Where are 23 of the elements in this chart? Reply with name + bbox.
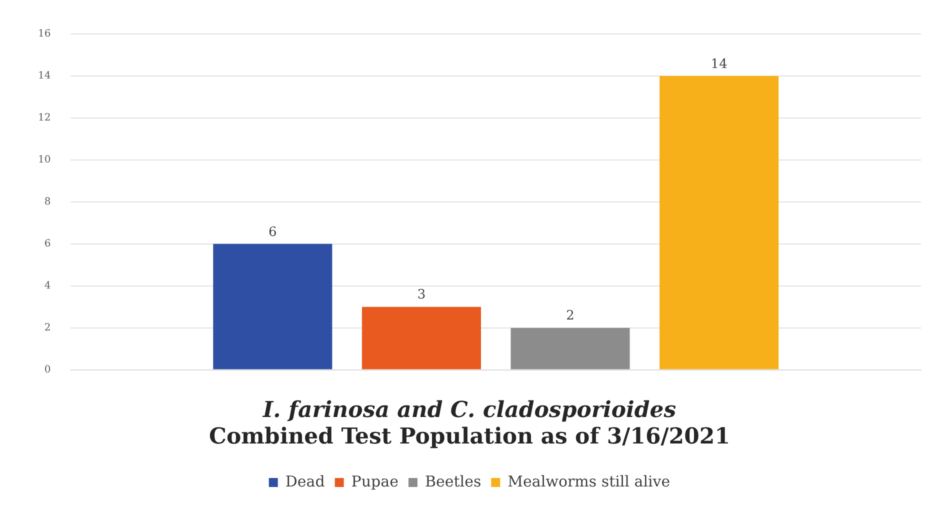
y-tick-label: 10 [38,154,51,166]
y-tick-label: 12 [38,112,51,124]
y-tick-label: 14 [38,70,51,82]
y-tick-label: 8 [44,196,51,208]
legend-label: Pupae [351,472,399,490]
y-tick-label: 16 [38,28,51,40]
text: Combined Test Population as of 3/16/2021 [208,424,730,450]
data-label: 3 [417,288,426,303]
y-tick-label: 2 [44,322,51,334]
y-tick-label: 0 [44,364,51,376]
y-tick-label: 4 [44,280,51,292]
data-label: 14 [710,56,728,72]
bar [213,244,332,370]
bar [660,76,779,370]
bar [510,328,630,370]
legend-label: Mealworms still alive [508,472,670,490]
legend-label: Beetles [424,472,482,490]
data-label: 2 [566,308,574,324]
data-label: 6 [268,224,277,240]
bar [362,306,481,370]
text: I. farinosa and C. cladosporioides [262,397,676,424]
y-tick-label: 6 [44,238,51,250]
legend-label: Dead [285,472,326,490]
